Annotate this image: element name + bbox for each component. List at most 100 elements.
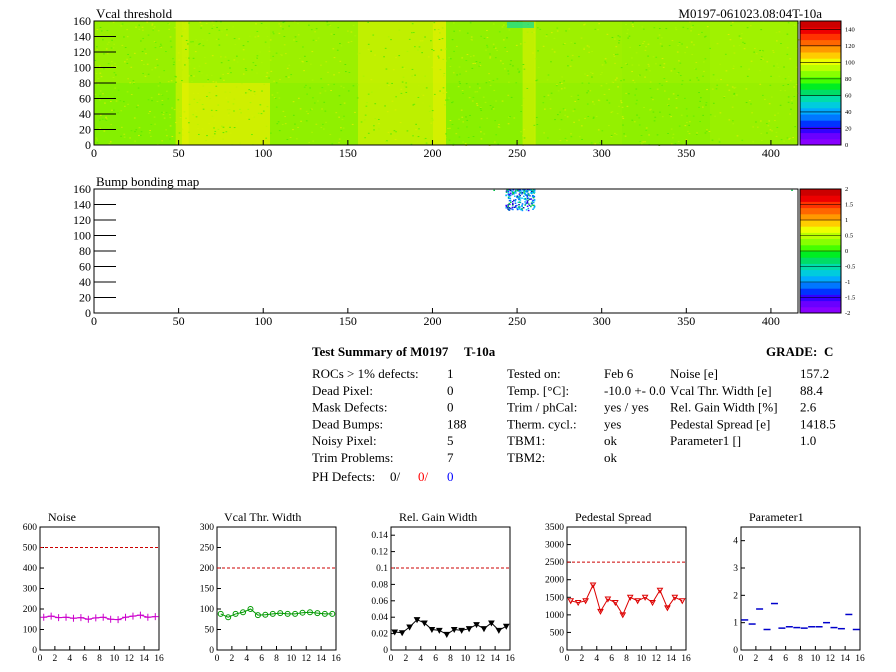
scale-tick-label: 1 <box>845 217 848 224</box>
bump-defect <box>524 191 527 193</box>
y-tick-label: 20 <box>79 123 91 137</box>
y-tick-label: 3500 <box>545 523 564 533</box>
pixel-speck <box>570 95 573 97</box>
pixel-speck <box>177 52 180 54</box>
summary-value: ok <box>604 433 618 448</box>
pixel-speck <box>774 114 776 116</box>
pixel-speck <box>738 35 741 37</box>
pixel-speck <box>620 80 622 82</box>
bump-map-area <box>94 189 798 313</box>
pixel-speck <box>512 65 514 67</box>
pixel-speck <box>645 46 647 48</box>
pixel-speck <box>302 46 304 48</box>
pixel-speck <box>283 21 286 23</box>
pixel-speck <box>577 94 580 96</box>
series-line <box>570 583 683 616</box>
bump-defect <box>527 199 530 201</box>
bump-defect <box>509 192 512 194</box>
pixel-speck <box>437 28 440 30</box>
pixel-speck <box>224 28 227 30</box>
pixel-speck <box>745 88 748 90</box>
bump-defect <box>507 205 509 208</box>
y-tick-label: 20 <box>79 291 91 305</box>
pixel-speck <box>686 115 689 117</box>
pixel-speck <box>616 113 619 115</box>
pixel-speck <box>479 126 481 128</box>
pixel-speck <box>204 56 206 58</box>
scale-band <box>800 226 841 233</box>
roc-tile <box>710 83 798 145</box>
y-tick-label: 140 <box>73 30 91 44</box>
pixel-speck <box>631 64 634 66</box>
summary-label: TBM1: <box>507 433 545 448</box>
pixel-speck <box>569 65 572 67</box>
pixel-speck <box>723 97 726 99</box>
pixel-speck <box>498 31 501 33</box>
pixel-speck <box>508 29 511 31</box>
y-tick-label: 100 <box>23 626 38 636</box>
y-tick-label: 0 <box>32 646 37 656</box>
pixel-speck <box>339 60 342 62</box>
pixel-speck <box>153 26 156 28</box>
pixel-speck <box>776 126 779 128</box>
bump-defect <box>511 206 514 209</box>
pixel-speck <box>581 82 584 84</box>
pixel-speck <box>668 45 671 47</box>
pixel-speck <box>204 62 207 64</box>
bump-defect <box>530 205 532 208</box>
pixel-speck <box>305 110 308 112</box>
data-point <box>611 600 619 607</box>
pixel-speck <box>165 129 167 131</box>
pixel-speck <box>129 82 132 84</box>
pixel-speck <box>94 60 97 62</box>
pixel-speck <box>611 111 614 113</box>
pixel-speck <box>502 63 504 65</box>
bump-defect <box>530 198 533 200</box>
pixel-speck <box>340 45 343 47</box>
pixel-speck <box>232 26 234 28</box>
pixel-speck <box>438 57 440 59</box>
pixel-speck <box>325 121 327 123</box>
pixel-speck <box>523 129 526 131</box>
pixel-speck <box>662 66 665 68</box>
pixel-speck <box>370 79 373 81</box>
bump-defect <box>526 191 529 193</box>
data-point <box>299 609 306 616</box>
scale-band <box>800 244 841 252</box>
pixel-speck <box>705 130 708 132</box>
pixel-speck <box>280 54 282 56</box>
pixel-speck <box>733 94 735 96</box>
pixel-speck <box>132 80 135 82</box>
pixel-speck <box>206 39 209 41</box>
x-tick-label: 400 <box>762 146 780 160</box>
pixel-speck <box>625 63 627 65</box>
x-tick-label: 0 <box>389 654 394 664</box>
pixel-speck <box>233 98 236 100</box>
pixel-speck <box>639 45 642 47</box>
pixel-speck <box>412 32 415 34</box>
y-tick-label: 100 <box>73 61 91 75</box>
pixel-speck <box>102 39 104 41</box>
bump-defect <box>505 205 508 208</box>
bump-defect <box>514 206 517 208</box>
bump-defect <box>518 193 521 195</box>
pixel-speck <box>279 25 282 27</box>
bump-defect <box>528 204 531 207</box>
pixel-speck <box>416 140 419 142</box>
pixel-speck <box>208 123 211 125</box>
pixel-speck <box>188 57 190 59</box>
pixel-speck <box>151 69 154 71</box>
pixel-speck <box>476 91 479 93</box>
pixel-speck <box>400 92 403 94</box>
pixel-speck <box>605 83 608 85</box>
pixel-speck <box>188 22 190 24</box>
pixel-speck <box>275 106 278 108</box>
pixel-speck <box>206 135 208 137</box>
pixel-speck <box>418 46 421 48</box>
pixel-speck <box>96 49 99 51</box>
y-tick-label: 100 <box>200 605 215 615</box>
pixel-speck <box>480 131 482 133</box>
pixel-speck <box>522 63 525 65</box>
pixel-speck <box>767 125 770 127</box>
pixel-speck <box>420 32 422 34</box>
